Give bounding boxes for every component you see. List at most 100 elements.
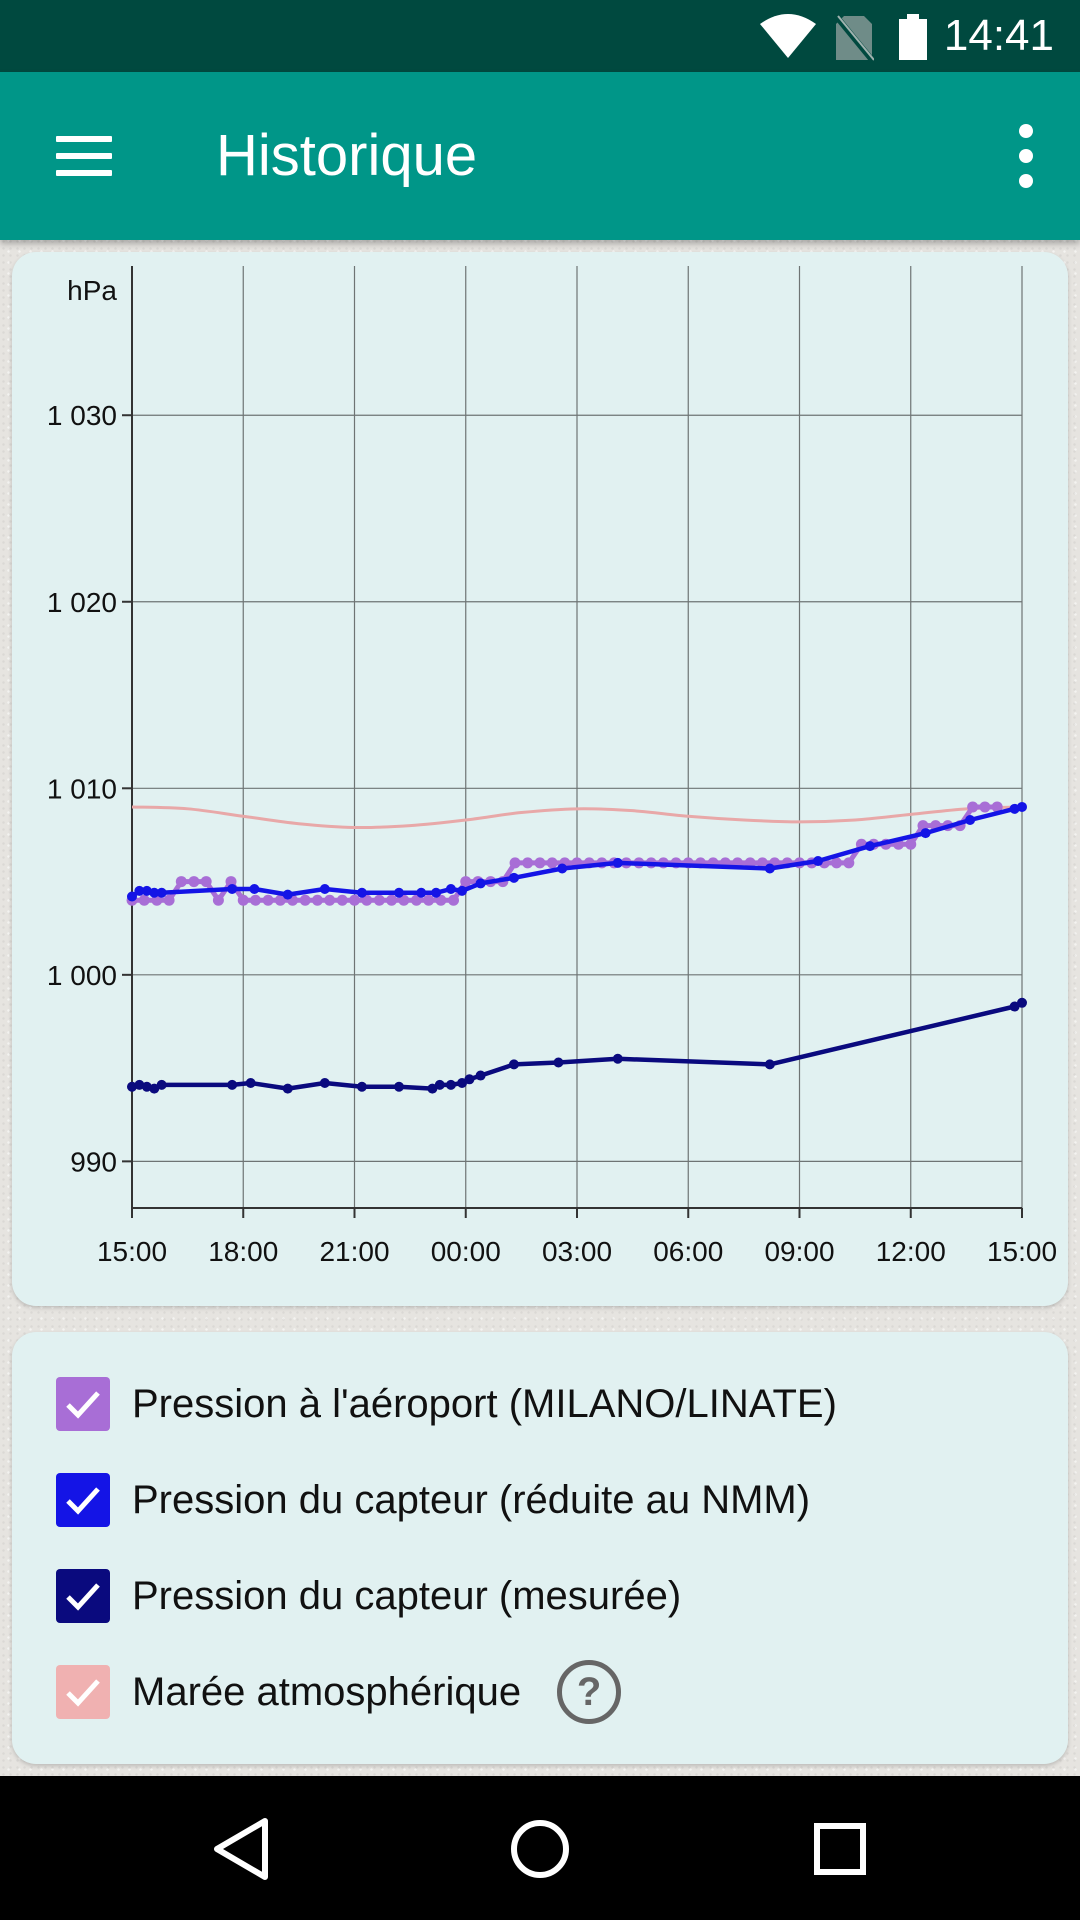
- legend-item-sensor-reduced[interactable]: Pression du capteur (réduite au NMM): [56, 1470, 810, 1530]
- checkbox-atmospheric-tide[interactable]: [56, 1665, 110, 1719]
- legend-label: Marée atmosphérique: [132, 1669, 522, 1714]
- data-point-airport: [237, 894, 249, 906]
- legend-label: Pression à l'aéroport (MILANO/LINATE): [132, 1381, 837, 1426]
- data-point-sensor-reduced: [149, 887, 160, 898]
- data-point-airport: [546, 857, 558, 869]
- check-icon: [66, 1391, 100, 1419]
- data-point-sensor-reduced: [965, 815, 976, 826]
- more-vert-icon[interactable]: [1002, 116, 1050, 196]
- data-point-sensor-reduced: [1017, 801, 1027, 812]
- y-tick-label: 1 020: [47, 587, 117, 618]
- data-point-airport: [522, 857, 534, 869]
- y-axis-unit-label: hPa: [67, 275, 117, 306]
- data-point-sensor-measured: [508, 1059, 519, 1070]
- y-tick-label: 1 000: [47, 960, 117, 991]
- data-point-sensor-reduced: [445, 884, 456, 895]
- check-icon: [66, 1679, 100, 1707]
- y-tick-label: 990: [70, 1146, 117, 1177]
- x-tick-label: 12:00: [876, 1236, 946, 1267]
- data-point-sensor-reduced: [134, 885, 145, 896]
- data-point-airport: [138, 894, 150, 906]
- data-point-airport: [843, 857, 855, 869]
- data-point-airport: [435, 894, 447, 906]
- data-point-sensor-measured: [356, 1081, 367, 1092]
- data-point-airport: [423, 894, 435, 906]
- data-point-airport: [410, 894, 422, 906]
- data-point-airport: [188, 876, 200, 888]
- x-tick-label: 09:00: [764, 1236, 834, 1267]
- data-point-sensor-measured: [227, 1079, 238, 1090]
- data-point-sensor-reduced: [612, 857, 623, 868]
- checkbox-sensor-measured[interactable]: [56, 1569, 110, 1623]
- navigation-bar: [0, 1776, 1080, 1920]
- data-point-sensor-reduced: [508, 872, 519, 883]
- legend-label: Pression du capteur (réduite au NMM): [132, 1477, 811, 1522]
- x-tick-label: 00:00: [431, 1236, 501, 1267]
- legend-label: Pression du capteur (mesurée): [132, 1573, 682, 1618]
- help-circle-icon[interactable]: ?: [557, 1660, 622, 1724]
- legend-card: Pression à l'aéroport (MILANO/LINATE) Pr…: [12, 1332, 1068, 1764]
- data-point-sensor-measured: [282, 1083, 293, 1094]
- data-point-airport: [262, 894, 274, 906]
- data-point-sensor-reduced: [764, 863, 775, 874]
- data-point-sensor-reduced: [282, 889, 293, 900]
- data-point-airport: [386, 894, 398, 906]
- recents-icon[interactable]: [795, 1804, 885, 1894]
- data-point-airport: [979, 801, 991, 813]
- data-point-sensor-measured: [612, 1053, 623, 1064]
- data-point-sensor-measured: [764, 1059, 775, 1070]
- data-point-airport: [274, 894, 286, 906]
- x-tick-label: 03:00: [542, 1236, 612, 1267]
- data-point-sensor-reduced: [416, 887, 427, 898]
- data-point-sensor-reduced: [127, 891, 137, 902]
- data-point-sensor-measured: [434, 1079, 445, 1090]
- data-point-sensor-measured: [464, 1074, 475, 1085]
- status-time: 14:41: [943, 11, 1054, 60]
- data-point-sensor-reduced: [920, 828, 931, 839]
- data-point-airport: [967, 801, 979, 813]
- data-point-airport: [460, 876, 472, 888]
- wifi-icon: [760, 14, 816, 58]
- check-icon: [66, 1583, 100, 1611]
- legend-item-airport[interactable]: Pression à l'aéroport (MILANO/LINATE): [56, 1374, 837, 1434]
- data-point-airport: [349, 894, 360, 906]
- data-point-sensor-measured: [1009, 1001, 1020, 1012]
- home-icon[interactable]: [495, 1804, 585, 1894]
- data-point-sensor-measured: [553, 1057, 564, 1068]
- data-point-airport: [905, 838, 917, 850]
- pressure-chart: 15:00 18:00 21:00 00:00 03:00 06:00 09:00 12:00…: [47, 266, 1057, 1267]
- data-point-airport: [398, 894, 410, 906]
- data-point-airport: [831, 857, 843, 869]
- data-point-airport: [509, 857, 521, 869]
- data-point-airport: [361, 894, 373, 906]
- battery-icon: [899, 14, 927, 60]
- checkbox-sensor-reduced[interactable]: [56, 1473, 110, 1527]
- data-point-sensor-reduced: [156, 887, 167, 898]
- y-tick-label: 1 030: [47, 400, 117, 431]
- data-point-sensor-measured: [457, 1078, 468, 1089]
- series-line-sensor-reduced: [130, 804, 1023, 899]
- hamburger-menu-icon[interactable]: [40, 128, 128, 184]
- data-point-airport: [324, 894, 336, 906]
- data-point-sensor-reduced: [227, 884, 238, 895]
- back-icon[interactable]: [195, 1804, 285, 1894]
- data-point-sensor-reduced: [864, 841, 875, 852]
- status-bar: 14:41: [0, 0, 1080, 72]
- data-point-airport: [212, 894, 224, 906]
- data-point-sensor-reduced: [475, 878, 486, 889]
- data-point-sensor-measured: [475, 1070, 486, 1081]
- data-point-airport: [534, 857, 546, 869]
- data-point-airport: [448, 894, 460, 906]
- data-point-airport: [175, 876, 187, 888]
- legend-item-sensor-measured[interactable]: Pression du capteur (mesurée): [56, 1566, 681, 1626]
- y-tick-label: 1 010: [47, 773, 117, 804]
- data-point-sensor-measured: [149, 1083, 160, 1094]
- x-tick-label: 06:00: [653, 1236, 723, 1267]
- data-point-airport: [373, 894, 385, 906]
- data-point-sensor-measured: [156, 1079, 167, 1090]
- checkbox-airport[interactable]: [56, 1377, 110, 1431]
- data-point-sensor-reduced: [394, 887, 404, 898]
- data-point-airport: [249, 894, 261, 906]
- data-point-sensor-reduced: [249, 884, 260, 895]
- legend-item-atmospheric-tide[interactable]: Marée atmosphérique ?: [56, 1660, 622, 1724]
